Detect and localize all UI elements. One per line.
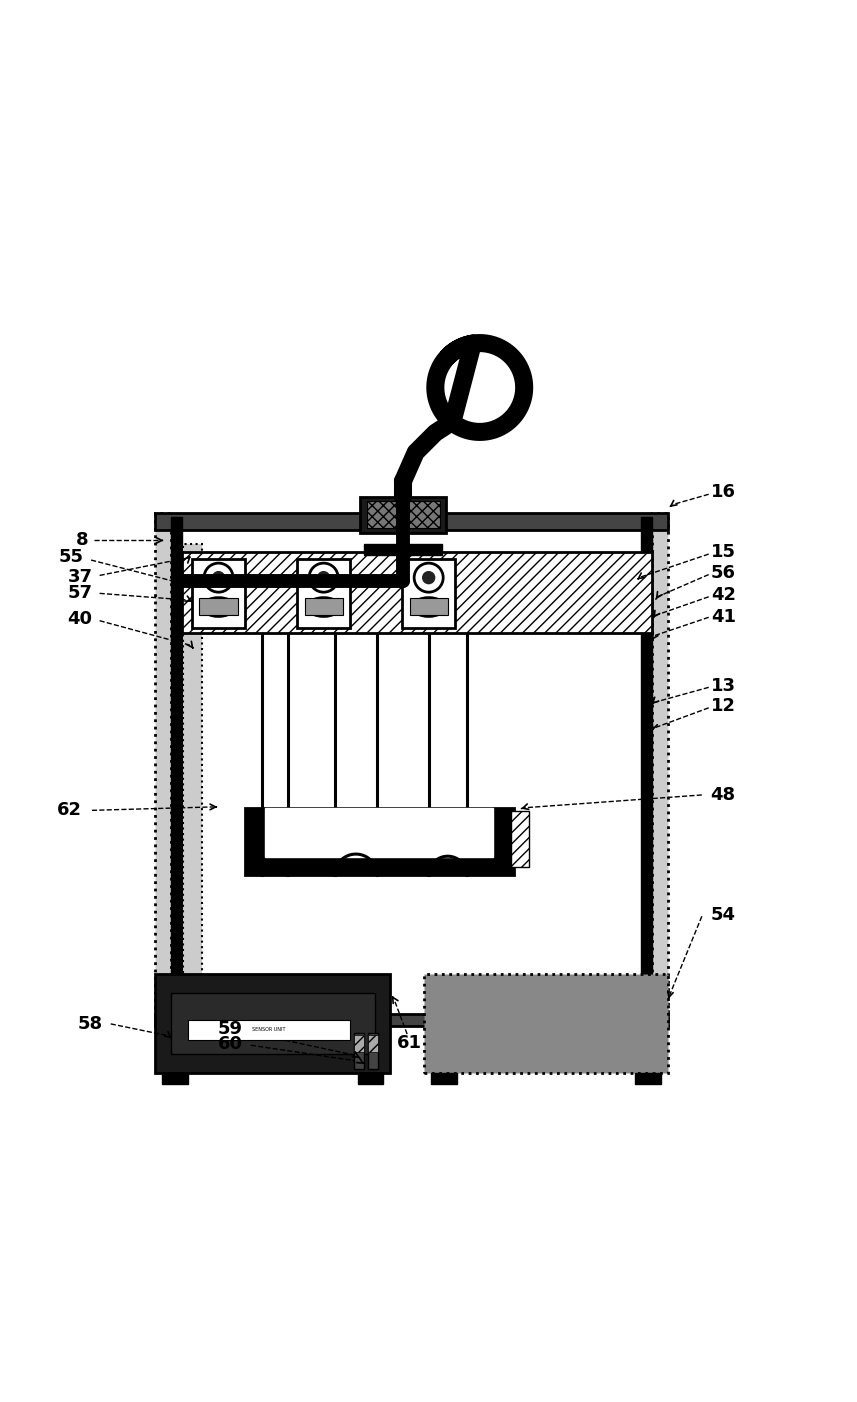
Bar [354,1033,364,1070]
Bar [641,517,652,1015]
Bar [245,808,514,875]
Bar [363,544,442,555]
Bar [162,1073,188,1084]
Bar [180,578,187,585]
Bar [297,559,350,628]
Bar [266,808,494,857]
Text: 54: 54 [710,906,735,924]
Bar [183,544,202,1012]
Bar [182,551,652,632]
Bar [357,1073,383,1084]
Text: 37: 37 [68,568,93,586]
Bar [304,599,343,615]
Circle shape [213,572,225,583]
Bar [511,810,530,866]
Text: 58: 58 [78,1015,103,1033]
Text: 57: 57 [68,583,93,601]
Text: SENSOR UNIT: SENSOR UNIT [252,1028,285,1032]
Text: 16: 16 [710,482,735,501]
Bar [367,501,399,529]
Text: 40: 40 [68,610,93,628]
Bar [424,974,668,1073]
Bar [155,513,171,1026]
Bar [155,513,668,530]
Bar [192,559,245,628]
Text: 56: 56 [710,564,735,582]
Bar [360,496,446,533]
Bar [431,1073,457,1084]
Text: 60: 60 [218,1035,243,1053]
Bar [652,513,668,1026]
Text: 8: 8 [76,531,89,550]
Circle shape [318,572,330,583]
Text: 61: 61 [397,1033,423,1052]
Bar [155,1015,668,1026]
Text: 41: 41 [710,608,735,627]
Text: 55: 55 [59,548,84,566]
Text: 62: 62 [57,802,82,819]
Text: 13: 13 [710,677,735,694]
Bar [200,599,237,615]
Text: 12: 12 [710,697,735,715]
Circle shape [423,572,434,583]
Bar [188,1019,350,1040]
Bar [410,599,447,615]
Text: 42: 42 [710,586,735,604]
Bar [171,517,182,1015]
Bar [354,1035,364,1052]
Bar [408,501,440,529]
Text: 15: 15 [710,544,735,561]
Bar [368,1033,378,1070]
Bar [635,1073,661,1084]
Bar [402,559,455,628]
Text: 59: 59 [218,1021,243,1037]
Bar [368,1035,378,1052]
Text: 48: 48 [710,787,736,803]
Bar [171,993,375,1054]
Bar [155,974,390,1073]
